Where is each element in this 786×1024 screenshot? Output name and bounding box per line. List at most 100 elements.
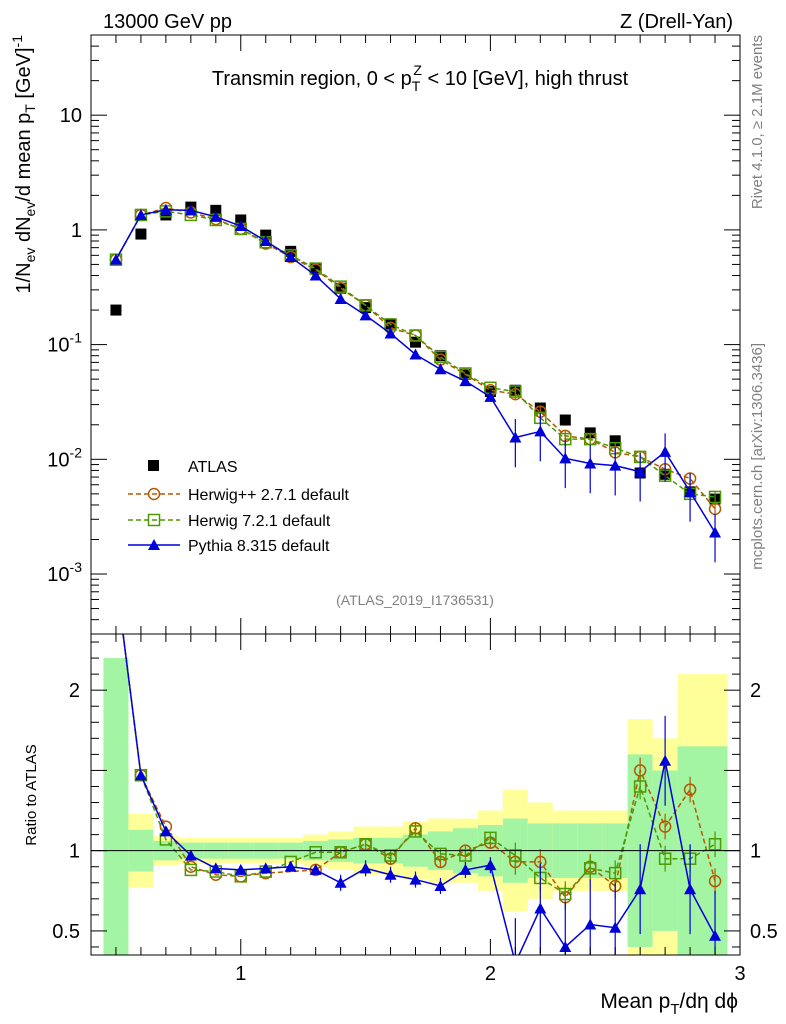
- ratio-y-label: Ratio to ATLAS: [23, 744, 40, 845]
- ratio-point-pythia-8-315-default: [584, 918, 597, 930]
- x-tick-label: 1: [235, 963, 246, 985]
- point-pythia-8-315-default: [684, 485, 697, 497]
- ratio-point-pythia-8-315-default: [409, 873, 422, 885]
- ratio-point-herwig-7-2-1-default: [359, 838, 372, 851]
- point-pythia-8-315-default: [559, 452, 572, 464]
- header-left: 13000 GeV pp: [103, 11, 232, 33]
- ratio-point-pythia-8-315-default: [359, 862, 372, 874]
- legend-marker-herwig7: [147, 513, 161, 527]
- ratio-point-pythia-8-315-default: [184, 849, 197, 861]
- ratio-point-pythia-8-315-default: [159, 825, 172, 837]
- ratio-point-pythia-8-315-default: [434, 879, 447, 891]
- ratio-point-herwig-7-2-1-default: [309, 846, 322, 859]
- chart-title: Transmin region, 0 < pTZ < 10 [GeV], hig…: [212, 62, 629, 94]
- ratio-point-pythia-8-315-default: [234, 863, 247, 875]
- point-pythia-8-315-default: [584, 457, 597, 469]
- point-atlas: [235, 214, 247, 226]
- point-pythia-8-315-default: [534, 425, 547, 437]
- ratio-point-pythia-8-315-default: [259, 862, 272, 874]
- ratio-point-herwig-2-7-1-default: [683, 783, 697, 796]
- point-atlas: [360, 302, 372, 314]
- point-atlas: [210, 204, 222, 216]
- x-tick-label: 2: [485, 963, 496, 985]
- legend-marker-atlas: [148, 460, 159, 471]
- point-pythia-8-315-default: [134, 208, 147, 220]
- point-herwig-7-2-1-default: [334, 280, 347, 293]
- ratio-point-pythia-8-315-default: [684, 883, 697, 895]
- y-tick-label: 10: [60, 105, 82, 127]
- header-right: Z (Drell-Yan): [620, 11, 733, 33]
- legend-label-herwig7: Herwig 7.2.1 default: [188, 513, 331, 530]
- point-pythia-8-315-default: [659, 445, 672, 457]
- point-pythia-8-315-default: [109, 253, 122, 265]
- x-tick-label: 3: [734, 963, 745, 985]
- axes-layer: 1 2 3 10-3 10-2 10-1 1 10 0.5 0.5 1 1 2 2: [47, 34, 778, 985]
- ratio-point-herwig-7-2-1-default: [434, 847, 447, 861]
- legend-label-pythia: Pythia 8.315 default: [188, 538, 330, 555]
- rivet-label: Rivet 4.1.0, ≥ 2.1M events: [749, 35, 766, 209]
- series-line-pythia-8-315-default: [115, 208, 716, 533]
- ratio-point-pythia-8-315-default: [134, 769, 147, 781]
- ratio-point-pythia-8-315-default: [309, 863, 322, 875]
- ratio-tick-label-left: 0.5: [52, 921, 80, 943]
- y-tick-label: 10-1: [47, 330, 82, 357]
- point-pythia-8-315-default: [184, 204, 197, 216]
- ratio-point-herwig-7-2-1-default: [184, 863, 198, 877]
- ratio-tick-label-left: 1: [69, 841, 80, 863]
- ratio-point-herwig-7-2-1-default: [110, 572, 121, 583]
- ratio-point-pythia-8-315-default: [284, 860, 297, 872]
- point-atlas: [310, 263, 322, 275]
- point-herwig-7-2-1-default: [708, 490, 722, 504]
- ratio-point-pythia-8-315-default: [459, 863, 472, 875]
- ratio-point-herwig-7-2-1-default: [658, 852, 672, 865]
- y-tick-label: 10-2: [47, 444, 82, 471]
- point-pythia-8-315-default: [709, 526, 722, 538]
- ratio-point-herwig-7-2-1-default: [409, 825, 422, 838]
- ratio-point-herwig-7-2-1-default: [509, 849, 522, 862]
- point-pythia-8-315-default: [209, 210, 222, 222]
- point-atlas: [434, 350, 446, 362]
- ratio-point-pythia-8-315-default: [634, 883, 647, 895]
- ratio-point-herwig-7-2-1-default: [384, 849, 397, 862]
- legend-marker-herwigpp: [147, 487, 161, 501]
- ratio-bands: [103, 658, 728, 955]
- point-atlas: [410, 336, 421, 348]
- ratio-point-pythia-8-315-default: [659, 754, 672, 766]
- point-pythia-8-315-default: [384, 327, 397, 339]
- ratio-point-pythia-8-315-default: [509, 957, 521, 968]
- ratio-point-herwig-2-7-1-default: [708, 874, 722, 888]
- ratio-point-herwig-7-2-1-default: [708, 838, 722, 851]
- point-pythia-8-315-default: [259, 235, 272, 247]
- point-pythia-8-315-default: [359, 309, 372, 321]
- ratio-point-herwig-2-7-1-default: [110, 572, 121, 583]
- ratio-point-herwig-7-2-1-default: [608, 866, 622, 880]
- point-pythia-8-315-default: [484, 390, 497, 402]
- ratio-point-pythia-8-315-default: [110, 572, 122, 583]
- x-axis-label: Mean pT/dη dϕ: [600, 990, 738, 1018]
- point-herwig-7-2-1-default: [434, 350, 447, 364]
- ratio-layer: [110, 572, 722, 968]
- ratio-point-herwig-2-7-1-default: [658, 820, 672, 833]
- ratio-point-pythia-8-315-default: [559, 940, 572, 952]
- point-pythia-8-315-default: [309, 269, 322, 281]
- point-pythia-8-315-default: [434, 363, 447, 375]
- legend: ATLAS Herwig++ 2.7.1 default Herwig 7.2.…: [128, 459, 350, 555]
- point-pythia-8-315-default: [334, 292, 347, 304]
- y-tick-label: 10-3: [47, 559, 82, 586]
- point-pythia-8-315-default: [509, 431, 522, 443]
- point-herwig-7-2-1-default: [583, 432, 597, 446]
- y-axis-label: 1/Nev dNev/d mean pT [GeV]-1: [9, 35, 38, 294]
- main-layer: [109, 201, 722, 563]
- legend-label-herwigpp: Herwig++ 2.7.1 default: [188, 487, 350, 504]
- point-pythia-8-315-default: [409, 348, 422, 360]
- ratio-point-herwig-7-2-1-default: [559, 887, 572, 901]
- ratio-point-herwig-7-2-1-default: [334, 846, 347, 859]
- ratio-tick-label-right: 2: [750, 680, 761, 702]
- point-pythia-8-315-default: [634, 465, 647, 477]
- point-atlas: [559, 414, 571, 426]
- ratio-point-pythia-8-315-default: [709, 929, 722, 941]
- point-herwig-7-2-1-default: [509, 385, 522, 398]
- ratio-tick-label-left: 2: [69, 680, 80, 702]
- point-pythia-8-315-default: [159, 203, 172, 215]
